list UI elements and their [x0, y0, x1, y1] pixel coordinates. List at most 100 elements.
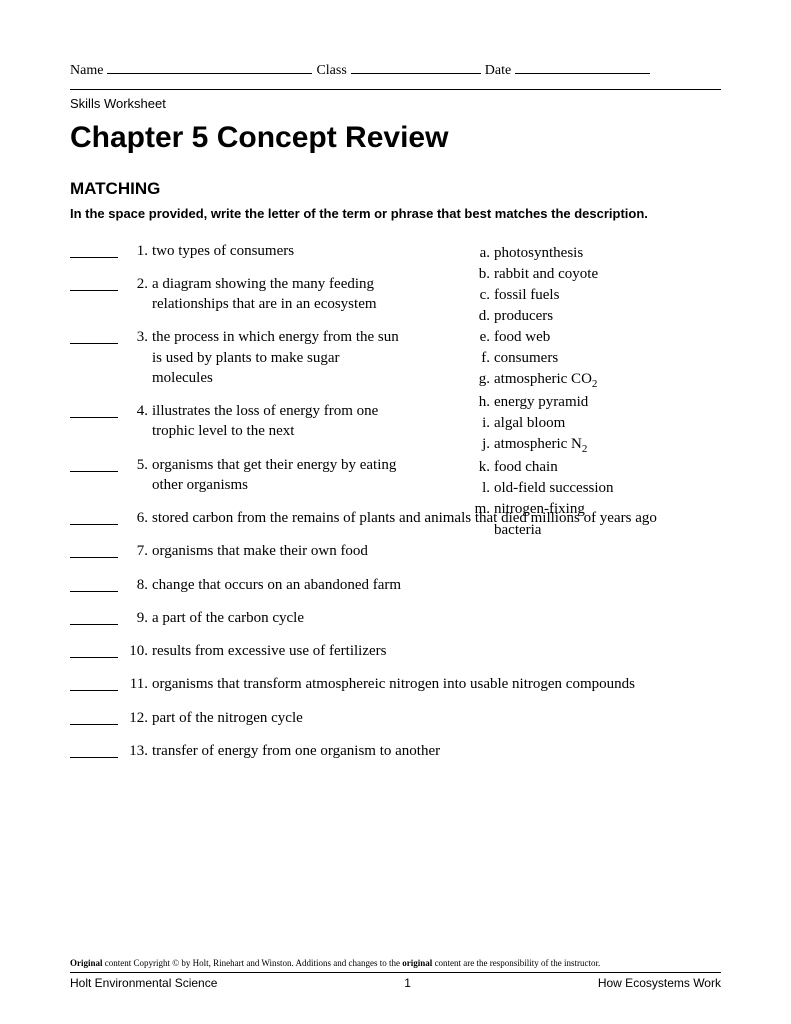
answer-text: algal bloom [494, 413, 565, 434]
answer-text: energy pyramid [494, 392, 588, 413]
answer-blank[interactable] [70, 744, 118, 758]
question-text: transfer of energy from one organism to … [152, 741, 721, 761]
answer-blank[interactable] [70, 458, 118, 472]
answer-letter: g. [470, 369, 490, 392]
question-row: 3.the process in which energy from the s… [70, 327, 721, 388]
section-heading: MATCHING [70, 179, 721, 199]
copyright-bold2: original [402, 958, 432, 968]
question-text: results from excessive use of fertilizer… [152, 641, 721, 661]
footer-page-number: 1 [404, 976, 411, 990]
answer-option: g.atmospheric CO2 [470, 369, 614, 392]
answer-letter: b. [470, 264, 490, 285]
answer-option: m.nitrogen-fixing [470, 499, 614, 520]
answer-option: i.algal bloom [470, 413, 614, 434]
copyright-mid: content Copyright © by Holt, Rinehart an… [103, 958, 403, 968]
questions-list: 1.two types of consumers2.a diagram show… [70, 241, 721, 762]
question-text: a part of the carbon cycle [152, 608, 721, 628]
subscript: 2 [592, 378, 598, 390]
class-field: Class [316, 60, 484, 79]
answer-option: a.photosynthesis [470, 243, 614, 264]
worksheet-page: Name Class Date Skills Worksheet Chapter… [0, 0, 791, 1024]
answer-letter: d. [470, 306, 490, 327]
question-row: 6.stored carbon from the remains of plan… [70, 508, 721, 528]
question-number: 5. [124, 455, 148, 475]
answer-letter: h. [470, 392, 490, 413]
skills-label: Skills Worksheet [70, 96, 721, 111]
answer-text: fossil fuels [494, 285, 559, 306]
question-row: 5.organisms that get their energy by eat… [70, 455, 721, 496]
question-row: 9.a part of the carbon cycle [70, 608, 721, 628]
header-fields: Name Class Date [70, 60, 721, 79]
question-text: a diagram showing the many feeding relat… [152, 274, 402, 315]
question-row: 8.change that occurs on an abandoned far… [70, 575, 721, 595]
question-number: 8. [124, 575, 148, 595]
date-label: Date [485, 63, 511, 79]
answer-option: l.old-field succession [470, 478, 614, 499]
answer-blank[interactable] [70, 277, 118, 291]
question-text: part of the nitrogen cycle [152, 708, 721, 728]
copyright-suffix: content are the responsibility of the in… [432, 958, 600, 968]
question-number: 9. [124, 608, 148, 628]
answer-blank[interactable] [70, 244, 118, 258]
answer-blank[interactable] [70, 511, 118, 525]
answer-option: d.producers [470, 306, 614, 327]
answer-option: e.food web [470, 327, 614, 348]
question-text: illustrates the loss of energy from one … [152, 401, 402, 442]
answer-blank[interactable] [70, 544, 118, 558]
answer-text: photosynthesis [494, 243, 583, 264]
answer-blank[interactable] [70, 330, 118, 344]
answer-text: nitrogen-fixing [494, 499, 585, 520]
question-text: change that occurs on an abandoned farm [152, 575, 721, 595]
question-number: 11. [124, 674, 148, 694]
answer-letter: l. [470, 478, 490, 499]
answer-letter: c. [470, 285, 490, 306]
answer-letter: j. [470, 434, 490, 457]
question-number: 2. [124, 274, 148, 294]
answer-text: consumers [494, 348, 558, 369]
answer-text: food web [494, 327, 550, 348]
answer-blank[interactable] [70, 404, 118, 418]
answer-option: b.rabbit and coyote [470, 264, 614, 285]
answer-text: old-field succession [494, 478, 614, 499]
answer-blank[interactable] [70, 644, 118, 658]
matching-content: 1.two types of consumers2.a diagram show… [70, 241, 721, 762]
answer-option: h.energy pyramid [470, 392, 614, 413]
question-row: 2.a diagram showing the many feeding rel… [70, 274, 721, 315]
name-label: Name [70, 63, 103, 79]
answer-text: rabbit and coyote [494, 264, 598, 285]
footer-right: How Ecosystems Work [598, 976, 721, 990]
answer-letter: m. [470, 499, 490, 520]
answer-option: c.fossil fuels [470, 285, 614, 306]
answer-text: bacteria [494, 520, 541, 541]
question-number: 7. [124, 541, 148, 561]
copyright-bold1: Original [70, 958, 103, 968]
answer-blank[interactable] [70, 711, 118, 725]
answer-option: k.food chain [470, 457, 614, 478]
page-footer: Original content Copyright © by Holt, Ri… [70, 958, 721, 990]
answer-letter: f. [470, 348, 490, 369]
name-field: Name [70, 60, 316, 79]
question-number: 4. [124, 401, 148, 421]
answer-blank[interactable] [70, 611, 118, 625]
class-blank[interactable] [351, 60, 481, 74]
question-text: organisms that get their energy by eatin… [152, 455, 402, 496]
answer-text: producers [494, 306, 553, 327]
question-text: organisms that make their own food [152, 541, 721, 561]
date-field: Date [485, 60, 654, 79]
answer-letter: k. [470, 457, 490, 478]
footer-left: Holt Environmental Science [70, 976, 217, 990]
question-number: 3. [124, 327, 148, 347]
date-blank[interactable] [515, 60, 650, 74]
question-row: 11.organisms that transform atmosphereic… [70, 674, 721, 694]
copyright-text: Original content Copyright © by Holt, Ri… [70, 958, 721, 968]
answer-blank[interactable] [70, 578, 118, 592]
answer-letter: e. [470, 327, 490, 348]
footer-row: Holt Environmental Science 1 How Ecosyst… [70, 976, 721, 990]
name-blank[interactable] [107, 60, 312, 74]
question-text: the process in which energy from the sun… [152, 327, 402, 388]
subscript: 2 [582, 443, 588, 455]
question-number: 10. [124, 641, 148, 661]
page-title: Chapter 5 Concept Review [70, 121, 721, 155]
answers-list: a.photosynthesisb.rabbit and coyotec.fos… [470, 243, 614, 542]
answer-blank[interactable] [70, 677, 118, 691]
